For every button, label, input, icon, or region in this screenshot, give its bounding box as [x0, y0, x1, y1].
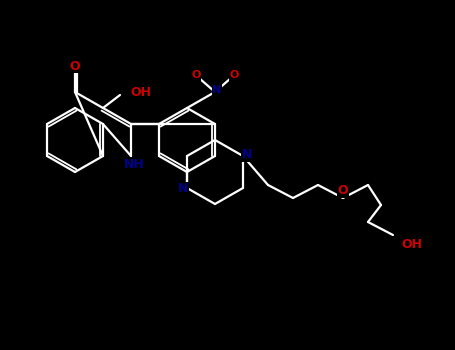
- Text: OH: OH: [130, 86, 151, 99]
- Text: OH: OH: [401, 238, 422, 251]
- Text: O: O: [338, 184, 349, 197]
- Text: N: N: [242, 148, 252, 161]
- Text: O: O: [191, 70, 201, 80]
- Text: NH: NH: [124, 158, 144, 170]
- Text: O: O: [70, 60, 81, 72]
- Text: O: O: [229, 70, 239, 80]
- Text: N: N: [178, 182, 188, 196]
- Text: N: N: [212, 85, 222, 95]
